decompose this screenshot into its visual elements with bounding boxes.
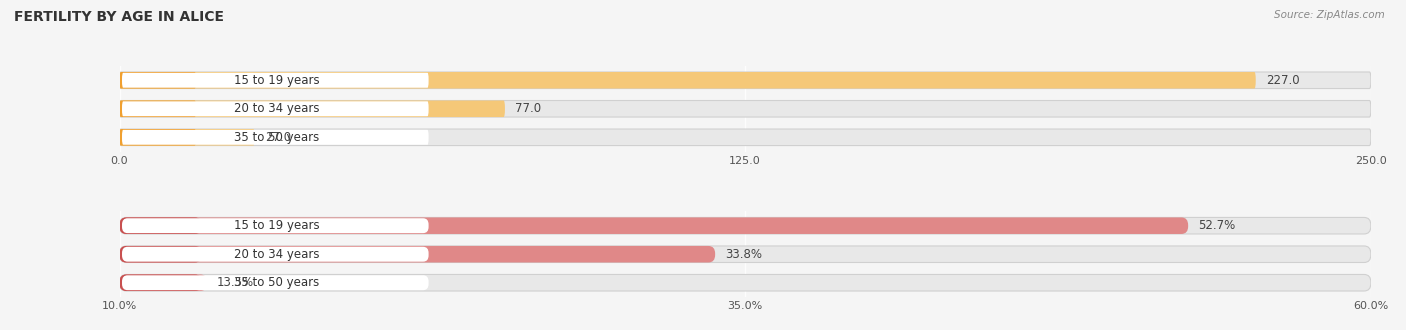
- FancyBboxPatch shape: [120, 101, 195, 117]
- FancyBboxPatch shape: [122, 130, 429, 145]
- Text: 52.7%: 52.7%: [1198, 219, 1236, 232]
- FancyBboxPatch shape: [120, 246, 716, 262]
- Text: Source: ZipAtlas.com: Source: ZipAtlas.com: [1274, 10, 1385, 20]
- Text: 13.5%: 13.5%: [217, 276, 254, 289]
- FancyBboxPatch shape: [120, 217, 1371, 234]
- FancyBboxPatch shape: [120, 275, 202, 291]
- FancyBboxPatch shape: [120, 246, 202, 262]
- FancyBboxPatch shape: [120, 72, 195, 88]
- FancyBboxPatch shape: [120, 129, 195, 146]
- FancyBboxPatch shape: [122, 73, 429, 88]
- FancyBboxPatch shape: [120, 129, 254, 146]
- Text: 27.0: 27.0: [264, 131, 291, 144]
- Text: FERTILITY BY AGE IN ALICE: FERTILITY BY AGE IN ALICE: [14, 10, 224, 24]
- FancyBboxPatch shape: [120, 101, 1371, 117]
- Text: 15 to 19 years: 15 to 19 years: [233, 219, 319, 232]
- FancyBboxPatch shape: [122, 275, 429, 290]
- FancyBboxPatch shape: [120, 72, 1256, 88]
- FancyBboxPatch shape: [120, 275, 207, 291]
- FancyBboxPatch shape: [120, 217, 202, 234]
- Text: 35 to 50 years: 35 to 50 years: [233, 131, 319, 144]
- FancyBboxPatch shape: [120, 246, 1371, 262]
- FancyBboxPatch shape: [122, 218, 429, 233]
- Text: 20 to 34 years: 20 to 34 years: [233, 248, 319, 261]
- FancyBboxPatch shape: [120, 101, 505, 117]
- FancyBboxPatch shape: [120, 275, 1371, 291]
- FancyBboxPatch shape: [122, 247, 429, 262]
- Text: 15 to 19 years: 15 to 19 years: [233, 74, 319, 87]
- Text: 77.0: 77.0: [515, 102, 541, 115]
- FancyBboxPatch shape: [120, 217, 1188, 234]
- Text: 35 to 50 years: 35 to 50 years: [233, 276, 319, 289]
- Text: 227.0: 227.0: [1265, 74, 1299, 87]
- FancyBboxPatch shape: [120, 129, 1371, 146]
- Text: 20 to 34 years: 20 to 34 years: [233, 102, 319, 115]
- Text: 33.8%: 33.8%: [725, 248, 762, 261]
- FancyBboxPatch shape: [122, 101, 429, 116]
- FancyBboxPatch shape: [120, 72, 1371, 88]
